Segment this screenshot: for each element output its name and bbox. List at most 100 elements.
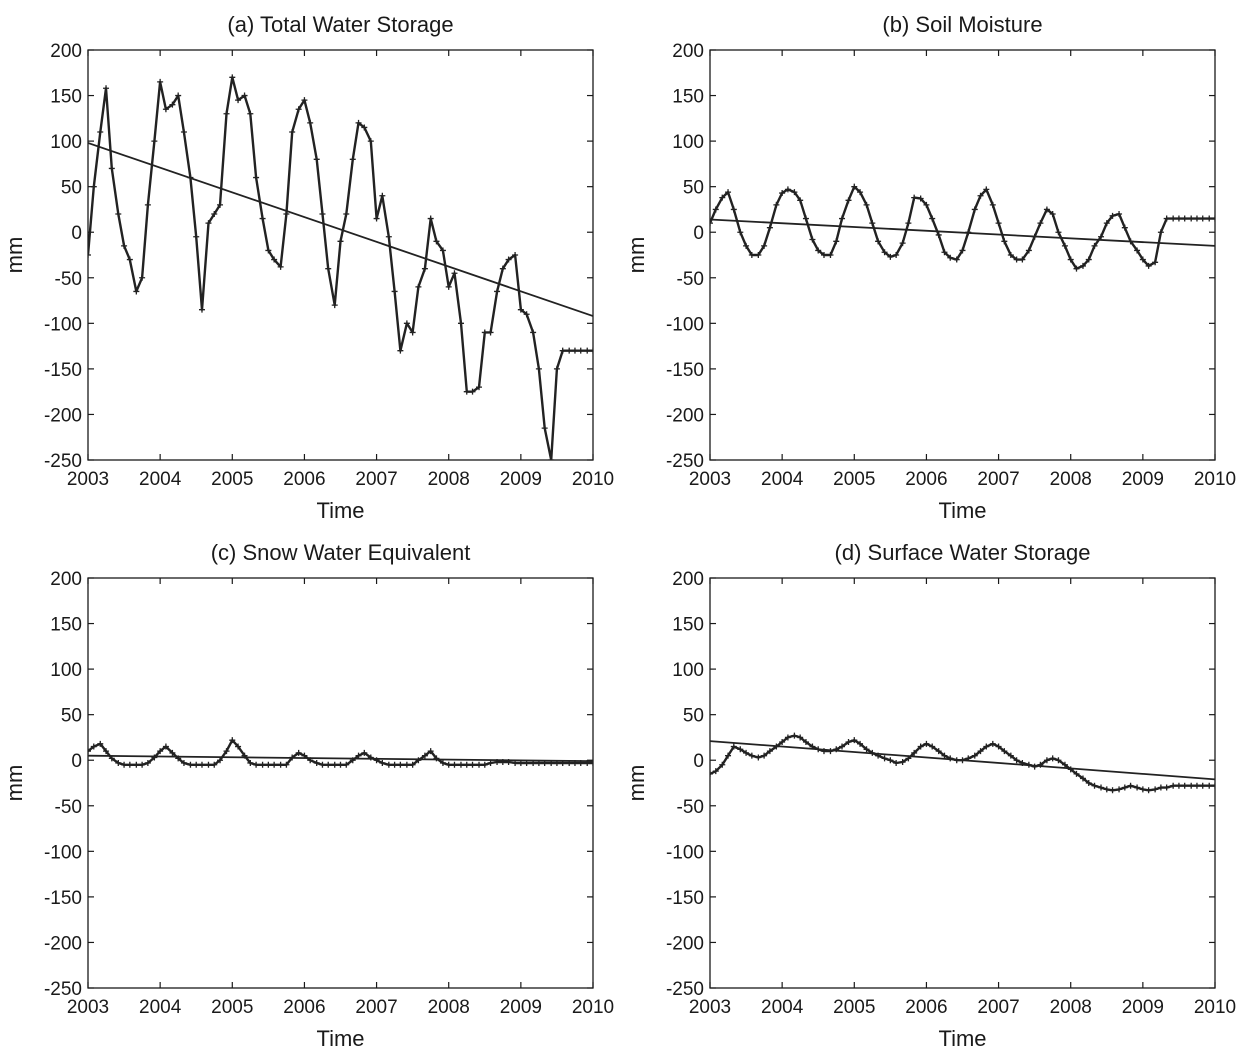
chart-title: (b) Soil Moisture (882, 12, 1042, 37)
data-point (133, 761, 140, 768)
data-point (193, 233, 200, 240)
data-point (289, 129, 296, 135)
data-point (553, 365, 560, 372)
y-tick-label: -100 (666, 842, 704, 863)
x-tick-label: 2005 (211, 469, 253, 490)
data-point (1157, 784, 1164, 791)
data-point (409, 761, 416, 768)
data-point (977, 748, 984, 755)
data-point (773, 201, 780, 208)
data-point (748, 252, 755, 258)
x-tick-label: 2003 (689, 997, 731, 1018)
data-point (995, 220, 1002, 227)
y-tick-label: -200 (44, 933, 82, 954)
data-point (451, 270, 458, 277)
data-point (730, 206, 737, 213)
data-point (162, 106, 169, 113)
data-point (1103, 786, 1110, 793)
data-point (505, 256, 512, 263)
data-point (139, 274, 146, 281)
data-point (797, 197, 804, 204)
data-point (1212, 782, 1215, 789)
data-point (863, 746, 870, 753)
data-point (175, 92, 182, 99)
data-point (295, 106, 302, 113)
data-point (917, 195, 924, 202)
data-point (313, 156, 320, 163)
data-point (845, 197, 852, 204)
data-point (730, 743, 737, 750)
data-point (144, 201, 151, 208)
data-point (899, 240, 906, 247)
data-point (899, 759, 906, 766)
data-point (1001, 238, 1008, 245)
plot-frame (709, 49, 1216, 461)
data-point (1098, 233, 1105, 240)
data-point (1134, 247, 1141, 254)
data-point (1139, 256, 1146, 263)
data-point (1181, 782, 1188, 789)
data-point (1152, 786, 1159, 793)
data-point (761, 752, 768, 759)
data-point (144, 759, 151, 766)
data-point (391, 288, 398, 295)
data-point (953, 256, 960, 263)
data-point (523, 311, 530, 318)
data-point (457, 761, 464, 768)
data-point (947, 254, 954, 261)
data-point (839, 743, 846, 750)
data-point (1049, 755, 1056, 762)
data-point (929, 215, 936, 222)
x-axis-label: Time (316, 1026, 364, 1048)
data-point (1037, 220, 1044, 227)
data-point (90, 743, 97, 750)
y-tick-label: -150 (666, 888, 704, 909)
data-point (103, 748, 110, 755)
trend-line-b (710, 218, 1215, 247)
data-point (748, 752, 755, 759)
data-point (929, 743, 936, 750)
data-point (761, 242, 768, 249)
data-point (133, 288, 140, 295)
y-tick-label: 0 (71, 223, 82, 244)
data-point (1139, 786, 1146, 793)
x-tick-label: 2008 (428, 469, 470, 490)
data-point (217, 757, 224, 764)
data-point (445, 283, 452, 290)
x-tick-label: 2007 (977, 997, 1019, 1018)
data-point (331, 302, 338, 309)
data-point (397, 761, 404, 768)
x-tick-label: 2009 (1122, 469, 1164, 490)
data-point (469, 761, 476, 768)
data-point (457, 320, 464, 327)
y-tick-label: 50 (683, 178, 704, 199)
data-point (403, 761, 410, 768)
data-point (737, 746, 744, 753)
y-tick-label: 50 (61, 178, 82, 199)
data-point (88, 252, 91, 258)
y-tick-label: -200 (666, 405, 704, 426)
y-axis-label: mm (624, 237, 649, 274)
data-point (935, 748, 942, 755)
series-group (88, 74, 593, 460)
data-point (1103, 220, 1110, 227)
data-point (1073, 265, 1080, 272)
data-point (265, 761, 272, 768)
data-point (905, 220, 912, 227)
data-point (494, 288, 501, 295)
data-point (863, 201, 870, 208)
data-point (139, 761, 146, 768)
data-point (487, 329, 494, 336)
data-point (229, 737, 236, 744)
data-point (88, 748, 91, 755)
x-tick-label: 2003 (67, 997, 109, 1018)
data-point (577, 347, 584, 354)
data-point (755, 754, 762, 761)
data-point (121, 761, 128, 768)
x-tick-label: 2006 (905, 469, 947, 490)
x-axis-label: Time (316, 498, 364, 523)
data-point (791, 189, 798, 196)
data-point (205, 761, 212, 768)
y-tick-label: 0 (71, 751, 82, 772)
